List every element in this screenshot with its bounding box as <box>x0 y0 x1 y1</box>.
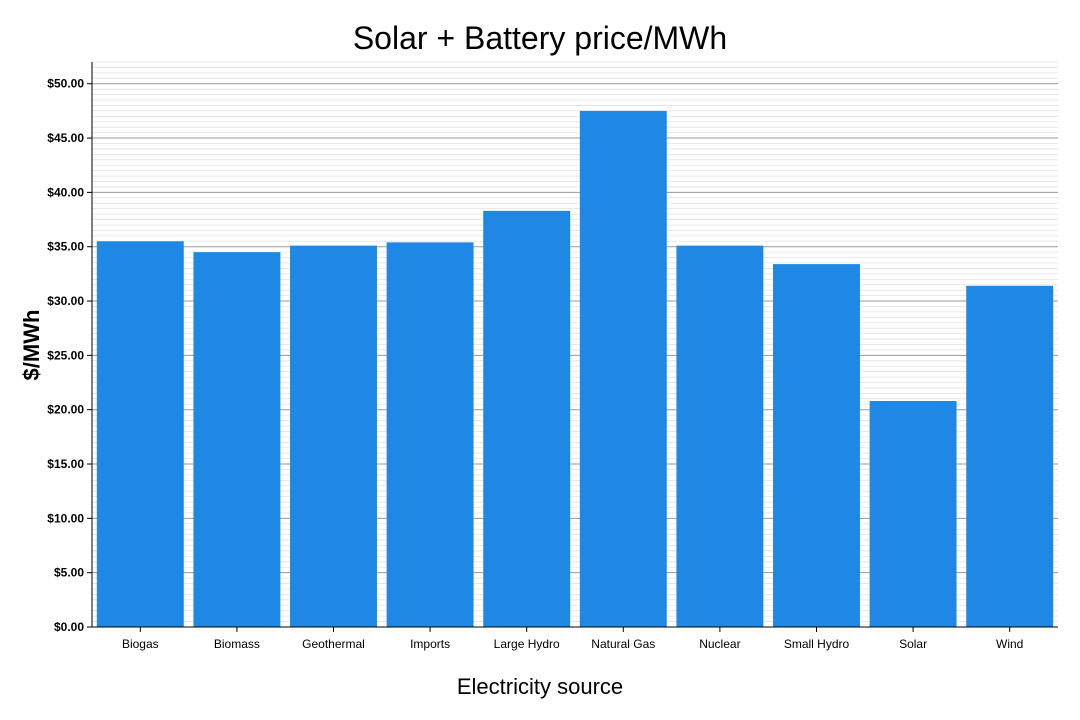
y-tick-label: $0.00 <box>54 620 84 634</box>
bar-nuclear <box>676 245 764 627</box>
x-tick-label: Imports <box>410 637 450 651</box>
x-tick-label: Large Hydro <box>494 637 560 651</box>
y-tick-label: $40.00 <box>47 185 84 199</box>
y-tick-label: $10.00 <box>47 511 84 525</box>
y-ticks: $0.00 $5.00 $10.00 $15.00 $20.00 $25.00 $30.00… <box>47 77 92 634</box>
x-tick-label: Natural Gas <box>591 637 655 651</box>
chart-title: Solar + Battery price/MWh <box>352 20 728 56</box>
bar-geothermal <box>290 245 377 627</box>
bar-biogas <box>96 241 184 627</box>
bars <box>96 110 1054 628</box>
y-tick-label: $15.00 <box>47 457 84 471</box>
x-ticks: Biogas Biomass Geothermal Imports Large Hydr… <box>122 627 1023 651</box>
x-tick-label: Nuclear <box>699 637 740 651</box>
y-tick-label: $20.00 <box>47 403 84 417</box>
x-tick-label: Geothermal <box>302 637 365 651</box>
y-tick-label: $45.00 <box>47 131 84 145</box>
bar-small-hydro <box>773 264 860 627</box>
bar-imports <box>386 242 474 627</box>
y-tick-label: $50.00 <box>47 77 84 91</box>
bar-biomass <box>193 252 281 627</box>
bar-wind <box>966 285 1054 627</box>
bar-large-hydro <box>483 210 571 627</box>
x-tick-label: Biomass <box>214 637 260 651</box>
x-axis-label: Electricity source <box>456 674 624 699</box>
x-tick-label: Small Hydro <box>784 637 850 651</box>
axes <box>91 62 1058 628</box>
x-tick-label: Biogas <box>122 637 159 651</box>
y-tick-label: $25.00 <box>47 348 84 362</box>
y-tick-label: $5.00 <box>54 566 84 580</box>
y-tick-label: $35.00 <box>47 240 84 254</box>
bar-natural-gas <box>579 110 667 628</box>
bar-solar <box>869 401 957 627</box>
y-tick-label: $30.00 <box>47 294 84 308</box>
x-tick-label: Solar <box>899 637 927 651</box>
x-tick-label: Wind <box>996 637 1023 651</box>
